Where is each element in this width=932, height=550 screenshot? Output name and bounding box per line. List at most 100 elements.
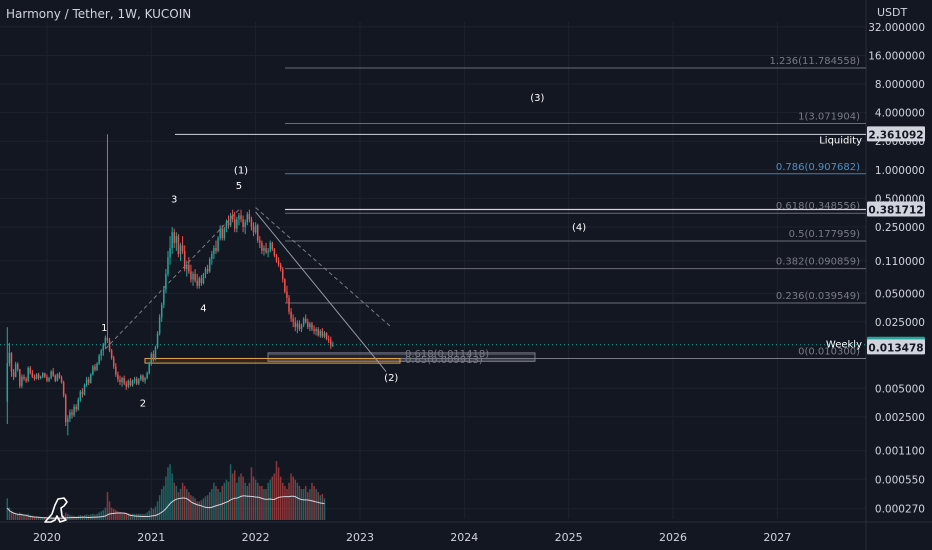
candle-body	[208, 258, 211, 272]
candle-body	[81, 391, 84, 395]
volume-bar	[75, 516, 77, 520]
volume-bar	[225, 479, 228, 520]
candle-body	[183, 250, 186, 270]
candle-body	[25, 378, 27, 381]
candle-body	[173, 232, 175, 243]
y-tick-label: 0.005000	[875, 383, 925, 395]
x-axis[interactable]: 2020 2021 2022 2023 2024 2025 2026 2027	[33, 531, 791, 544]
volume-bars	[6, 461, 326, 520]
candle-body	[323, 333, 326, 337]
y-tick-label: 16.000000	[868, 50, 925, 62]
candle-body	[307, 321, 309, 328]
volume-bar	[127, 513, 130, 520]
y-axis[interactable]: 32.00000016.0000008.0000004.0000002.0000…	[868, 22, 925, 516]
y-tick-label: 0.000270	[875, 504, 925, 516]
volume-bar	[236, 482, 238, 520]
candle-body	[238, 215, 240, 220]
volume-bar	[267, 482, 269, 520]
candle-body	[229, 215, 232, 226]
volume-bar	[148, 510, 150, 520]
fib-level-label: 0.786(0.907682)	[776, 162, 860, 173]
candle-body	[142, 375, 144, 381]
volume-bar	[102, 510, 105, 520]
volume-bar	[234, 470, 236, 520]
candle-body	[19, 369, 21, 386]
candle-body	[58, 374, 61, 378]
candle-body	[252, 226, 255, 233]
candle-body	[54, 375, 57, 381]
volume-bar	[223, 482, 226, 520]
candle-body	[92, 366, 94, 375]
candle-body	[69, 412, 71, 419]
candle-body	[98, 355, 100, 364]
candle-body	[294, 321, 297, 328]
volume-bar	[321, 493, 324, 520]
volume-bar	[229, 464, 232, 520]
candle-body	[284, 279, 286, 292]
candle-body	[123, 378, 125, 384]
candle-body	[329, 340, 332, 346]
candle-body	[96, 363, 98, 370]
volume-bar	[16, 513, 19, 520]
candle-body	[269, 242, 271, 251]
candle-body	[231, 215, 234, 220]
volume-bar	[211, 489, 213, 520]
volume-bar	[190, 495, 192, 520]
volume-bar	[10, 510, 13, 520]
candle-body	[64, 395, 67, 423]
candle-body	[117, 374, 119, 380]
tradingview-dino-icon[interactable]	[44, 497, 68, 523]
volume-bar	[152, 508, 155, 520]
candle-body	[60, 377, 63, 383]
volume-bar	[119, 511, 121, 520]
volume-bar	[323, 498, 326, 520]
y-tick-label: 32.000000	[868, 22, 925, 34]
fib-level-label: 1(3.071904)	[798, 111, 860, 122]
candle-body	[42, 373, 44, 377]
volume-bar	[115, 510, 117, 520]
price-unit: USDT	[877, 6, 908, 19]
price-tag-box	[867, 201, 925, 217]
volume-bar	[279, 476, 282, 520]
volume-bar	[259, 485, 261, 520]
candle-body	[194, 273, 196, 281]
volume-bar	[14, 513, 17, 520]
candle-body	[244, 222, 246, 227]
volume-bar	[121, 512, 123, 520]
wave-label: 1	[101, 323, 107, 334]
candle-body	[33, 376, 36, 379]
candle-body	[115, 366, 117, 375]
fib-levels: 1.236(11.784558) 1(3.071904) 0.786(0.90768…	[268, 56, 866, 366]
candle-body	[62, 382, 65, 396]
candle-body	[204, 269, 207, 274]
candle-body	[46, 376, 48, 381]
candle-body	[121, 378, 123, 383]
volume-bar	[131, 513, 134, 520]
volume-bar	[33, 516, 36, 520]
candle-body	[282, 269, 284, 280]
candle-body	[29, 367, 32, 374]
tradingview-logo[interactable]	[44, 497, 68, 523]
volume-bar	[67, 513, 69, 520]
candle-body	[296, 323, 299, 328]
candle-body	[221, 228, 223, 239]
volume-bar	[317, 492, 319, 520]
volume-bar	[221, 485, 223, 520]
candle-body	[169, 248, 171, 258]
candle-body	[158, 317, 161, 334]
fib-level-label: 0(0.010300)	[798, 346, 860, 357]
volume-bar	[300, 489, 303, 520]
fib-level-label: 0.382(0.090859)	[776, 257, 860, 268]
candle-body	[35, 374, 38, 379]
candle-body	[273, 249, 276, 256]
candle-body	[250, 219, 253, 227]
y-tick-label: 0.110000	[875, 256, 925, 268]
volume-bar	[106, 492, 109, 520]
candle-body	[48, 378, 50, 381]
candle-body	[106, 337, 109, 341]
fib-level-label: 0.618(0.348556)	[776, 201, 860, 212]
volume-bar	[284, 485, 286, 520]
candle-body	[254, 225, 257, 233]
candle-body	[135, 378, 138, 384]
